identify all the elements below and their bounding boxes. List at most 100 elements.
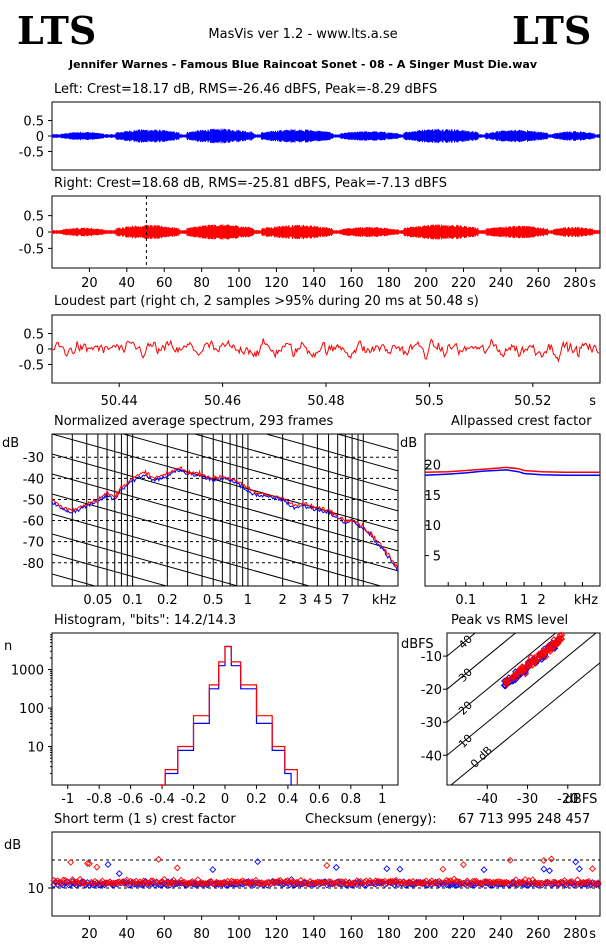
peak-rms-xtick-label: dBFS <box>565 792 598 807</box>
right-channel-xtick-label: 120 <box>264 276 289 291</box>
short-crest-point <box>190 879 198 887</box>
spectrum-slope <box>52 594 398 691</box>
right-channel-xtick-label: 260 <box>526 276 551 291</box>
short-crest-point <box>59 881 67 889</box>
right-channel-xtick-label: 40 <box>119 276 136 291</box>
spectrum-xtick-label: 0.1 <box>122 593 143 608</box>
short-crest-xtick-label: 40 <box>119 927 136 942</box>
short-crest-point <box>587 880 595 888</box>
left-channel-ytick-label: 0.5 <box>23 115 44 130</box>
loudest-xtick-label: 50.5 <box>415 394 444 409</box>
right-channel-xtick-label: 200 <box>414 276 439 291</box>
short-crest-point <box>254 858 262 866</box>
peak-rms-point <box>542 653 550 661</box>
allpass-frame <box>424 433 601 587</box>
right-channel-xtick-label: 20 <box>81 276 98 291</box>
peak-rms-point <box>535 653 543 662</box>
short-crest-point <box>572 858 580 866</box>
spectrum-xtick-label: 4 <box>313 593 321 608</box>
left-channel-title: Left: Crest=18.17 dB, RMS=-26.46 dBFS, P… <box>54 82 438 97</box>
histogram-xtick-label: -0.2 <box>181 792 206 807</box>
short-crest-point <box>362 877 370 885</box>
spectrum-frame <box>51 433 399 587</box>
short-crest-xtick-label: 60 <box>156 927 173 942</box>
histogram-xtick-label: -0.8 <box>86 792 111 807</box>
spectrum-ytick-label: -40 <box>23 472 44 487</box>
short-crest-point <box>319 879 327 887</box>
peak-rms-point <box>553 639 561 647</box>
short-crest-xtick-label: 100 <box>227 927 252 942</box>
allpass-ytick-label: 5 <box>433 550 441 565</box>
short-crest-point <box>252 876 260 884</box>
short-crest-point <box>314 878 322 886</box>
peak-rms-ylabel: dBFS <box>401 637 434 652</box>
right-channel-xtick-label: 180 <box>376 276 401 291</box>
histogram-title: Histogram, "bits": 14.2/14.3 <box>54 613 237 628</box>
right-channel-xtick-label: 220 <box>451 276 476 291</box>
short-crest-point <box>224 877 232 885</box>
short-crest-point <box>280 879 288 887</box>
short-crest-point <box>594 879 602 887</box>
logo-right: LTS <box>512 8 592 53</box>
short-crest-point <box>450 875 458 883</box>
short-crest-point <box>108 879 116 887</box>
short-crest-xtick-label: 260 <box>526 927 551 942</box>
right-channel-xtick-label: 280 <box>563 276 588 291</box>
short-crest-ytick-label: 10 <box>27 882 44 897</box>
left-channel-waveform <box>51 128 600 144</box>
peak-rms-point <box>540 650 548 658</box>
spectrum-slope <box>52 434 398 532</box>
peak-rms-diagonal <box>450 662 600 785</box>
short-crest-point <box>104 861 112 868</box>
histogram-xtick-label: -1 <box>61 792 74 807</box>
histogram-series-1 <box>158 645 298 786</box>
short-crest-point <box>575 865 583 873</box>
loudest-x-unit: s <box>589 394 596 409</box>
short-crest-point <box>529 876 537 884</box>
short-crest-point <box>308 879 316 887</box>
spectrum-ytick-label: -60 <box>23 515 44 530</box>
peak-rms-point <box>524 658 532 666</box>
histogram-xtick-label: 0 <box>221 792 229 807</box>
spectrum-ytick-label: -50 <box>23 493 44 508</box>
allpass-series-0 <box>424 469 600 477</box>
histogram-xtick-label: -0.6 <box>118 792 143 807</box>
right-channel-xtick-label: 160 <box>339 276 364 291</box>
spectrum-xtick-label: 2 <box>279 593 287 608</box>
short-crest-xtick-label: 200 <box>414 927 439 942</box>
histogram-xtick-label: 0.4 <box>278 792 299 807</box>
peak-rms-title: Peak vs RMS level <box>451 613 569 628</box>
spectrum-slope <box>52 453 398 552</box>
spectrum-series-1 <box>52 465 398 571</box>
short-crest-point <box>351 880 359 887</box>
allpass-ytick-label: 15 <box>424 489 441 504</box>
short-crest-point <box>200 880 207 887</box>
loudest-ytick-label: 0.5 <box>23 328 44 343</box>
short-crest-point <box>155 855 163 863</box>
peak-rms-point <box>555 636 563 644</box>
file-name: Jennifer Warnes - Famous Blue Raincoat S… <box>69 58 537 71</box>
spectrum-grid <box>52 434 398 691</box>
histogram-xtick-label: 0.8 <box>340 792 361 807</box>
spectrum-slope <box>52 533 240 586</box>
spectrum-slope <box>52 473 398 572</box>
short-crest-point <box>323 862 331 869</box>
allpass-ytick-label: 20 <box>424 458 441 473</box>
short-crest-point <box>426 879 434 887</box>
short-crest-xtick-label: 180 <box>376 927 401 942</box>
short-crest-point <box>540 865 548 873</box>
short-crest-point <box>67 858 75 866</box>
short-crest-x-unit: s <box>589 927 596 942</box>
short-crest-point <box>85 860 93 868</box>
loudest-xtick-label: 50.48 <box>307 394 344 409</box>
short-crest-point <box>523 879 531 887</box>
histogram-xtick-label: 0.2 <box>246 792 267 807</box>
short-crest-frame <box>51 831 601 917</box>
short-crest-ylabel: dB <box>4 838 21 853</box>
allpass-xtick-label: kHz <box>574 593 598 608</box>
histogram-ytick-label: 10 <box>27 741 44 756</box>
spectrum-slope <box>264 434 398 472</box>
short-crest-point <box>57 879 65 887</box>
short-crest-xtick-label: 20 <box>81 927 98 942</box>
